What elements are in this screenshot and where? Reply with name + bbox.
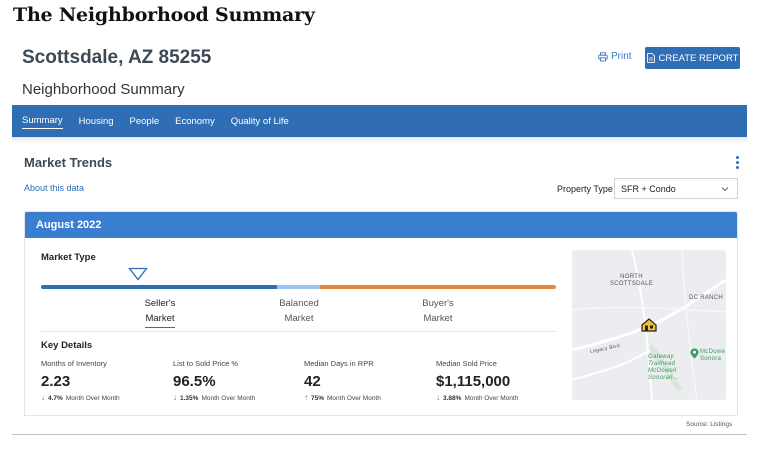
map-roads — [572, 250, 726, 400]
page-heading: The Neighborhood Summary — [13, 4, 315, 26]
tab-housing[interactable]: Housing — [78, 115, 114, 127]
map-label-dc-ranch: DC RANCH — [689, 295, 724, 301]
page-subtitle: Neighborhood Summary — [22, 81, 185, 98]
home-marker-icon — [641, 318, 657, 332]
create-report-button[interactable]: CREATE REPORT — [645, 47, 740, 69]
section-title: Market Trends — [24, 155, 113, 170]
sellers-segment — [41, 285, 277, 289]
map-pin-icon — [690, 348, 699, 359]
create-report-label: CREATE REPORT — [658, 52, 739, 64]
balanced-market-label: Balanced Market — [279, 298, 319, 324]
neighborhood-map[interactable]: NORTH SCOTTSDALE DC RANCH Legacy Blvd Ga… — [572, 250, 726, 400]
tab-quality-of-life[interactable]: Quality of Life — [230, 115, 289, 127]
tab-people[interactable]: People — [129, 115, 160, 127]
arrow-down-icon: ↓ — [436, 393, 440, 402]
market-card: August 2022 — [24, 211, 738, 416]
arrow-up-icon: ↑ — [304, 393, 308, 402]
market-indicator-icon — [128, 267, 148, 281]
map-label-mcdowell: McDowe Sonora — [700, 349, 726, 362]
sellers-market-label: Seller's Market — [130, 296, 190, 328]
card-header: August 2022 — [25, 212, 737, 238]
location-title: Scottsdale, AZ 85255 — [22, 47, 212, 68]
source-note: Source: Listings — [686, 421, 733, 428]
tab-economy[interactable]: Economy — [175, 115, 215, 127]
key-details-label: Key Details — [41, 340, 93, 351]
document-icon — [646, 53, 655, 63]
map-label-north-scottsdale: NORTH SCOTTSDALE — [610, 274, 654, 287]
bottom-divider — [12, 434, 747, 435]
stat-median-sold-price: Median Sold Price $1,115,000 ↓ 3.88% Mon… — [436, 359, 519, 402]
balanced-segment — [277, 285, 320, 289]
chevron-down-icon — [721, 187, 729, 192]
property-type-select[interactable]: SFR + Condo — [614, 178, 738, 199]
market-type-label: Market Type — [41, 252, 96, 263]
print-button[interactable]: Print — [598, 51, 632, 62]
map-label-gateway: Gateway Trailhead McDowell Sonoran... — [648, 354, 679, 381]
property-type-label: Property Type — [557, 184, 613, 194]
printer-icon — [598, 51, 608, 61]
arrow-down-icon: ↓ — [173, 393, 177, 402]
tab-summary[interactable]: Summary — [22, 113, 63, 129]
more-options-icon[interactable] — [736, 156, 739, 169]
arrow-down-icon: ↓ — [41, 393, 45, 402]
stat-median-days: Median Days in RPR 42 ↑ 75% Month Over M… — [304, 359, 381, 402]
buyers-market-label: Buyer's Market — [422, 298, 454, 324]
about-data-link[interactable]: About this data — [24, 183, 85, 193]
divider — [41, 331, 556, 332]
nav-shadow — [12, 137, 747, 143]
print-label: Print — [611, 51, 632, 62]
stat-list-to-sold: List to Sold Price % 96.5% ↓ 1.35% Month… — [173, 359, 256, 402]
property-type-value: SFR + Condo — [621, 183, 676, 194]
buyers-segment — [320, 285, 556, 289]
stat-months-of-inventory: Months of Inventory 2.23 ↓ 4.7% Month Ov… — [41, 359, 120, 402]
nav-bar: Summary Housing People Economy Quality o… — [12, 105, 747, 137]
